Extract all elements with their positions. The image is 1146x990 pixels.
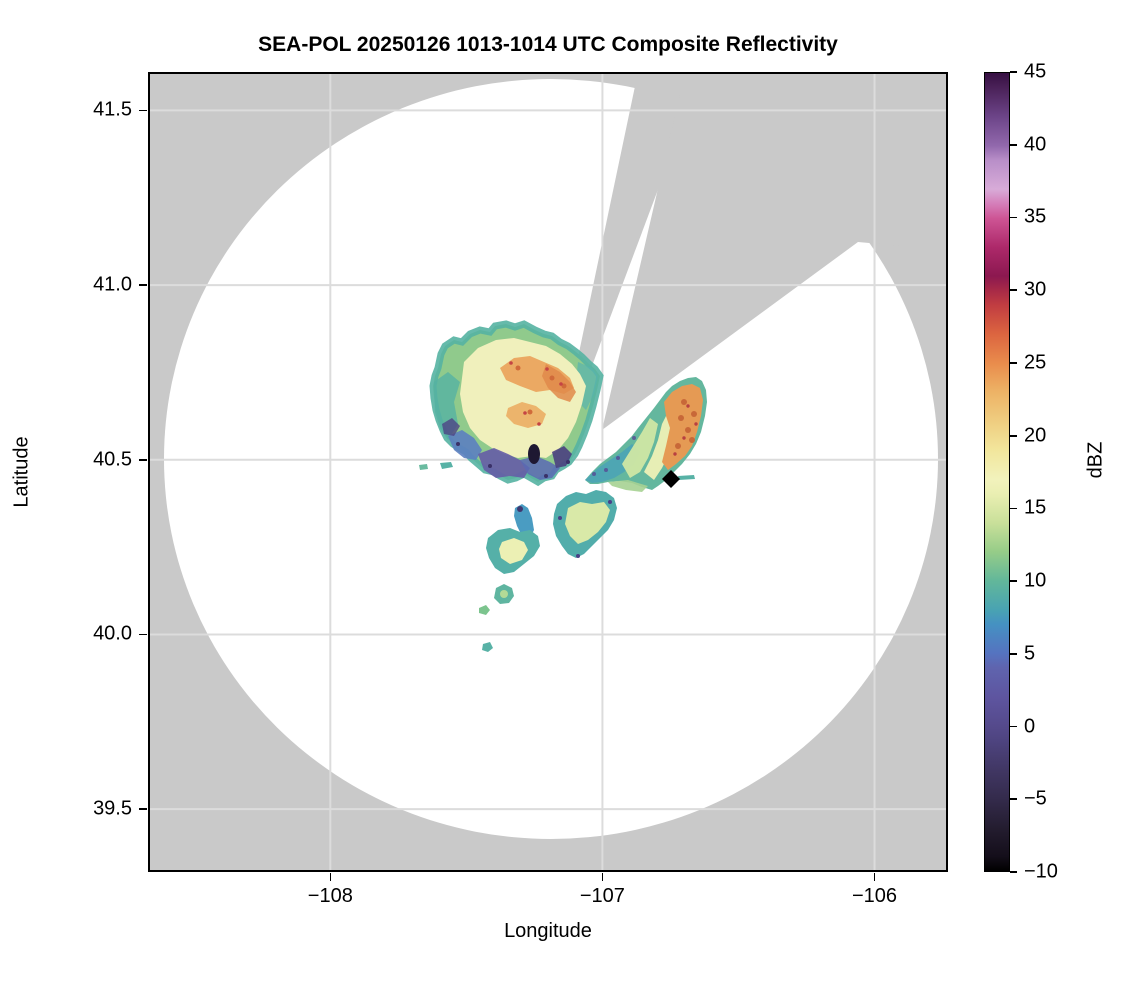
- y-tick-label: 39.5: [93, 797, 132, 820]
- echo-south-c-core: [499, 538, 528, 564]
- site-diamond-marker: [662, 470, 680, 488]
- x-tick-label: −106: [851, 885, 898, 907]
- colorbar-tick-label: 10: [1024, 569, 1047, 592]
- echo-nw-purple3: [442, 418, 460, 436]
- colorbar-tick-label: 30: [1024, 278, 1047, 301]
- x-axis-label: Longitude: [504, 920, 592, 942]
- x-tick-mark: [329, 873, 332, 881]
- echo-east-yellowband: [644, 412, 676, 480]
- echo-east-dark-orange-dots: [675, 399, 697, 449]
- echo-south-f: [482, 642, 493, 652]
- colorbar-tick-label: 0: [1024, 715, 1036, 738]
- echo-west-dash2: [419, 464, 428, 470]
- echo-south-d-core: [500, 590, 508, 598]
- colorbar-tick-mark: [1010, 507, 1017, 510]
- x-tick-label: −108: [307, 885, 353, 907]
- reflectivity-echo: [419, 320, 707, 652]
- colorbar-tick-mark: [1010, 71, 1017, 73]
- y-axis-label: Latitude: [10, 436, 33, 508]
- echo-nw-blue2: [520, 456, 560, 480]
- y-tick-label: 41.5: [93, 98, 132, 121]
- echo-nw-purple1: [478, 448, 530, 478]
- colorbar-label: dBZ: [1084, 441, 1107, 479]
- radar-plot-area: [148, 72, 948, 872]
- echo-east-purple-specks: [592, 436, 636, 476]
- colorbar-tick-label: 5: [1024, 642, 1036, 665]
- echo-nw-orange2: [542, 364, 576, 402]
- echo-south-streak: [514, 504, 534, 538]
- colorbar-tick-mark: [1010, 289, 1017, 292]
- echo-south-a-purple-specks: [558, 500, 612, 558]
- echo-nw-dark-orange-dots: [515, 365, 567, 415]
- colorbar-tick-mark: [1010, 362, 1017, 364]
- colorbar-tick-label: 25: [1024, 351, 1047, 374]
- colorbar-tick-mark: [1010, 580, 1017, 582]
- y-tick-mark: [139, 633, 147, 636]
- colorbar-tick-label: −10: [1024, 860, 1058, 883]
- x-tick-mark: [873, 873, 876, 881]
- y-tick-label: 40.5: [93, 448, 132, 471]
- colorbar-tick-label: −5: [1024, 787, 1047, 810]
- echo-nw-red-specks: [509, 361, 563, 426]
- blocked-sector-wide: [602, 72, 948, 430]
- echo-east-bottom-green: [608, 480, 648, 492]
- echo-dash-near-diamond: [678, 475, 695, 480]
- echo-east-orange-core: [662, 384, 703, 470]
- x-tick-mark: [601, 873, 604, 881]
- colorbar-tick-label: 45: [1024, 60, 1047, 83]
- colorbar-tick-mark: [1010, 653, 1017, 655]
- echo-west-dash1: [440, 462, 453, 469]
- echo-east-red-specks: [673, 404, 698, 456]
- colorbar-tick-label: 40: [1024, 133, 1047, 156]
- echo-east-teal: [585, 444, 640, 483]
- colorbar-tick-mark: [1010, 434, 1017, 437]
- x-tick-label: −107: [579, 885, 625, 907]
- echo-south-a-core: [565, 502, 610, 544]
- colorbar-tick-label: 20: [1024, 424, 1047, 447]
- echo-nw-purple-specks: [456, 442, 570, 478]
- echo-nw-dark-cell: [528, 444, 540, 464]
- echo-nw-orange3: [506, 402, 546, 428]
- colorbar-tick-mark: [1010, 871, 1017, 873]
- colorbar-tick-label: 15: [1024, 496, 1047, 519]
- echo-nw-blue1: [448, 430, 482, 460]
- colorbar-tick-label: 35: [1024, 205, 1047, 228]
- colorbar: [984, 72, 1010, 872]
- echo-south-e: [479, 605, 490, 615]
- echo-east-greenband: [622, 418, 658, 478]
- y-tick-mark: [139, 458, 147, 461]
- y-tick-mark: [139, 808, 147, 810]
- y-tick-label: 40.0: [93, 622, 132, 645]
- chart-title: SEA-POL 20250126 1013-1014 UTC Composite…: [258, 33, 838, 56]
- colorbar-tick-mark: [1010, 216, 1017, 219]
- colorbar-tick-mark: [1010, 725, 1017, 728]
- colorbar-tick-mark: [1010, 143, 1017, 146]
- y-tick-label: 41.0: [93, 273, 132, 296]
- colorbar-tick-mark: [1010, 798, 1017, 801]
- y-tick-mark: [139, 284, 147, 286]
- axes-frame: [148, 72, 948, 872]
- echo-south-streak-dark: [517, 506, 523, 512]
- y-tick-mark: [139, 109, 147, 112]
